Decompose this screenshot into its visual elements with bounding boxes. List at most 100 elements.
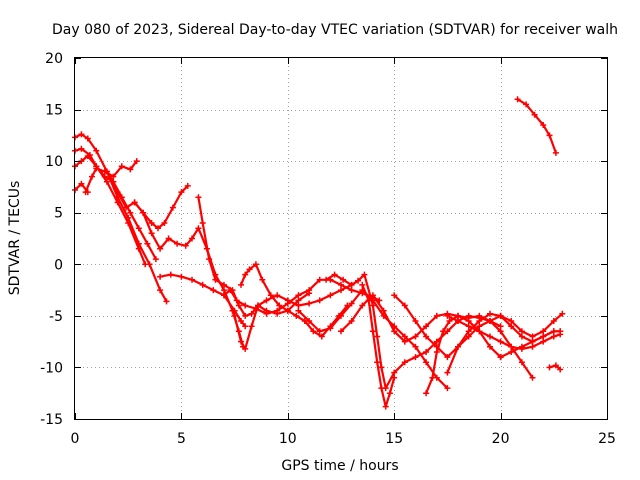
y-tick-label: -15 [40,412,63,428]
series-trace [159,273,247,328]
data-point [429,374,436,381]
data-point [242,312,249,319]
data-point [199,220,206,226]
data-point [161,220,168,226]
data-point [84,135,91,142]
data-point [508,343,515,350]
data-point [550,318,557,324]
series-arc-10 [231,281,355,352]
data-point [125,220,132,226]
data-point [455,318,461,324]
data-point [195,225,202,232]
plot-frame [74,57,608,420]
data-point [267,292,274,299]
chart-title: Day 080 of 2023, Sidereal Day-to-day VTE… [52,22,618,38]
data-point [497,328,504,335]
series-trace [233,283,353,350]
data-point [540,122,547,128]
data-point [465,328,472,335]
data-point [242,302,249,309]
data-point [274,307,281,314]
series-arc-13 [295,287,451,392]
data-point [348,318,355,324]
data-point [412,354,419,361]
x-tick-label: 20 [492,431,510,447]
data-point [293,312,300,319]
data-point [155,225,161,232]
data-point [235,302,242,309]
series-arc-21 [497,328,564,361]
data-point [557,366,564,373]
data-point [78,131,85,138]
x-tick-label: 25 [598,431,616,447]
data-point [455,312,461,319]
data-point [248,310,255,317]
data-point [238,338,244,345]
data-point [238,281,244,288]
data-point [412,318,419,324]
data-point [178,273,185,280]
data-point [359,281,366,288]
data-point [252,305,259,312]
data-point [133,158,140,165]
data-point [212,276,219,283]
data-point [316,276,323,283]
data-point [391,374,398,381]
tick-layer: 0 5 10 15 20 25 -15 -10 -5 0 5 10 15 20 [40,51,616,447]
data-point [401,359,408,366]
data-point [369,292,376,299]
data-point [476,312,483,319]
x-tick-label: 5 [177,431,186,447]
data-point [242,345,249,352]
data-point [135,245,142,252]
data-point [306,287,313,294]
data-point [546,132,553,139]
data-point [114,189,121,196]
data-point [523,101,530,108]
data-point [348,300,355,307]
data-point [338,281,344,288]
data-point [529,338,536,345]
data-point [178,189,185,196]
data-point [476,318,483,324]
data-point [348,287,355,294]
data-point [252,261,259,268]
data-point [348,281,355,288]
data-point [148,230,155,237]
data-point [169,204,176,211]
data-point [259,276,266,283]
data-point [518,343,525,350]
data-point [361,271,368,278]
data-point [182,242,189,249]
data-point [233,297,240,304]
data-point [338,287,344,294]
x-axis-title: GPS time / hours [281,458,398,474]
data-point [497,338,504,345]
data-point [386,390,393,397]
data-point [518,328,525,335]
y-tick-label: -10 [40,360,63,376]
data-point [184,182,191,189]
series-trace [446,312,564,374]
data-point [412,343,419,350]
data-point [93,165,100,172]
data-point [135,225,142,232]
data-point [465,314,472,321]
data-point [93,147,100,154]
data-point [284,307,291,314]
data-point [487,343,493,350]
data-point [391,369,398,376]
data-point [157,245,164,252]
data-point [380,307,387,314]
data-point [206,256,213,263]
data-point [487,318,493,324]
data-point [238,318,244,324]
data-point [140,209,147,216]
data-point [295,297,302,304]
data-point [540,328,547,335]
data-point [210,287,217,294]
y-tick-label: -5 [49,309,63,325]
data-point [497,312,504,319]
data-point [231,312,238,319]
